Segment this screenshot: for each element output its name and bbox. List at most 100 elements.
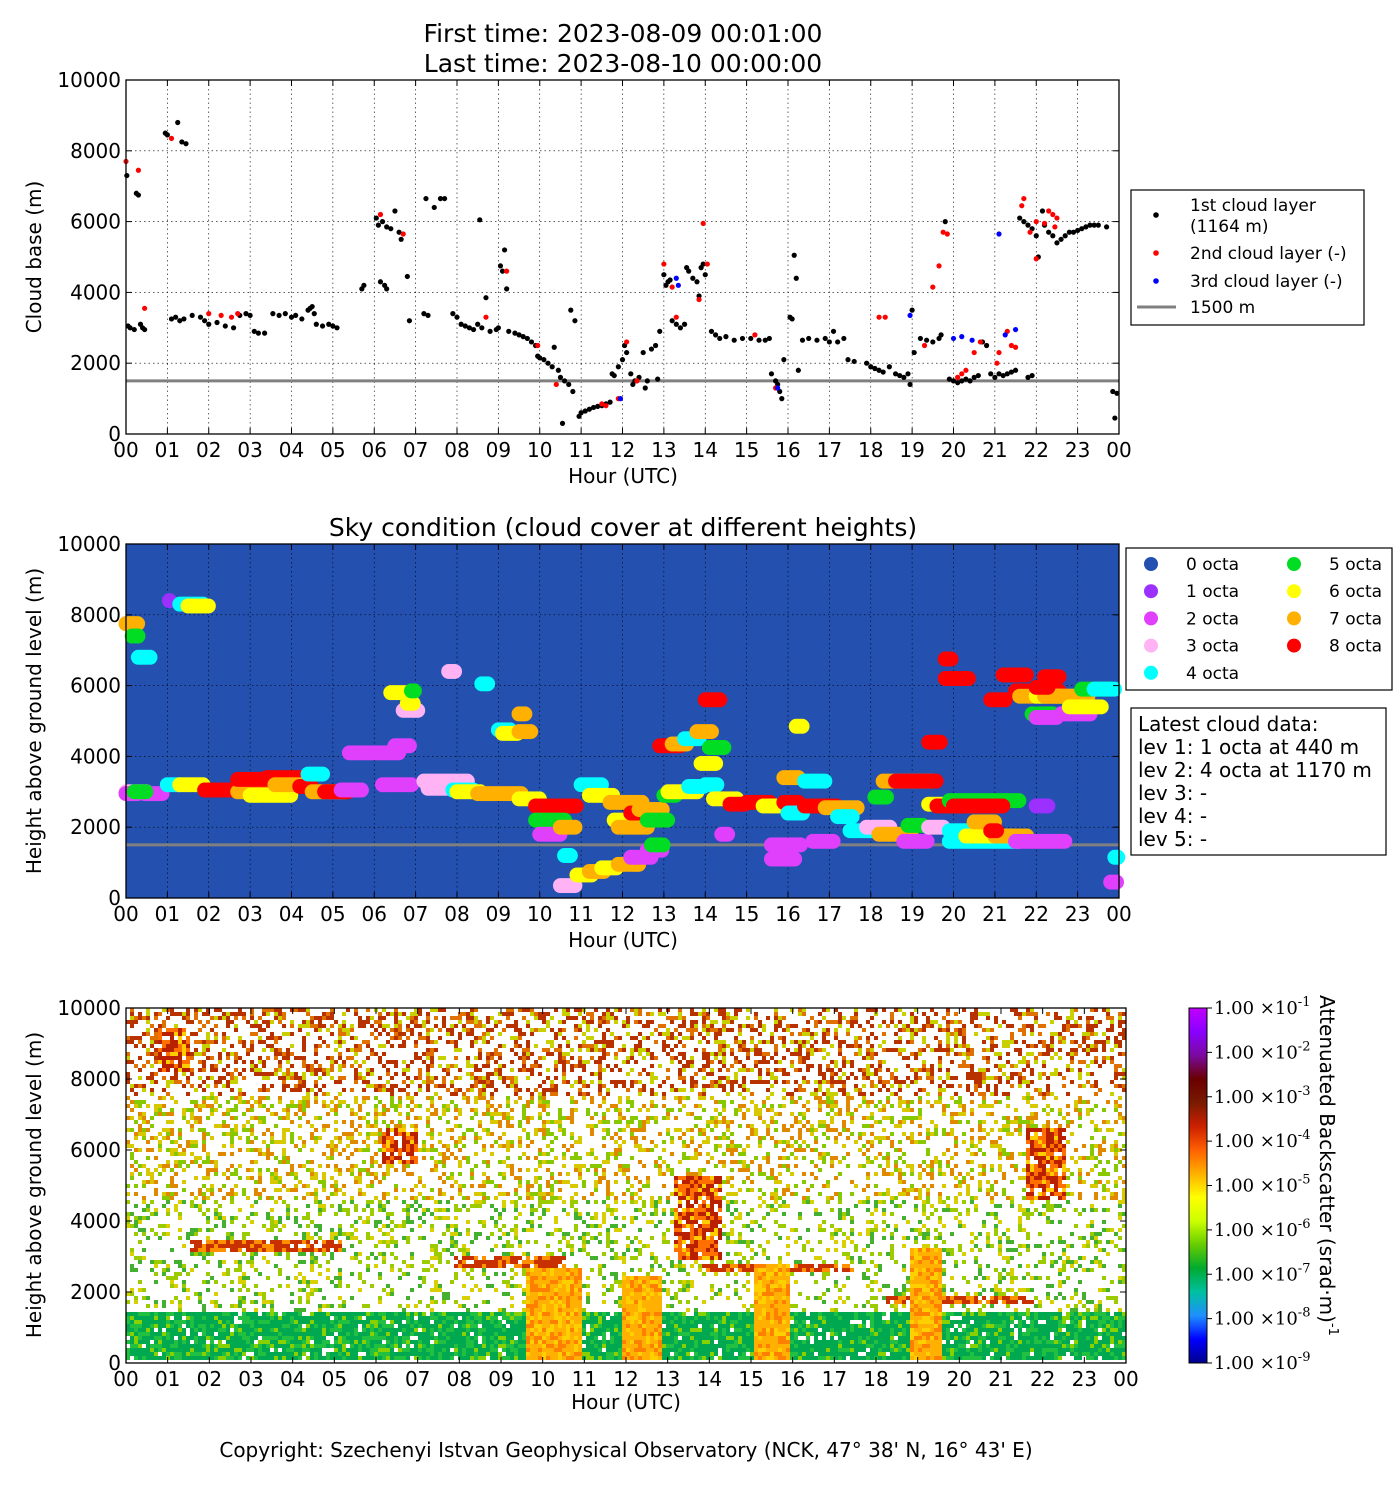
backscatter-cell <box>1058 1036 1062 1040</box>
backscatter-cell <box>518 1068 522 1072</box>
backscatter-cell <box>234 1052 238 1056</box>
backscatter-cell <box>382 1084 386 1088</box>
backscatter-cell <box>906 1108 910 1112</box>
backscatter-cell <box>338 1052 342 1056</box>
backscatter-cell <box>1042 1132 1046 1136</box>
backscatter-cell <box>230 1012 234 1016</box>
backscatter-cell <box>198 1104 202 1108</box>
backscatter-cell <box>802 1116 806 1120</box>
backscatter-cell <box>426 1076 430 1080</box>
backscatter-cell <box>446 1108 450 1112</box>
backscatter-cell <box>990 1092 994 1096</box>
backscatter-cell <box>262 1060 266 1064</box>
backscatter-cell <box>650 1076 654 1080</box>
second-layer-point <box>752 332 758 338</box>
backscatter-cell <box>434 1112 438 1116</box>
backscatter-cell <box>506 1084 510 1088</box>
backscatter-cell <box>918 1112 922 1116</box>
backscatter-cell <box>766 1096 770 1100</box>
backscatter-cell <box>162 1064 166 1068</box>
backscatter-cell <box>1050 1044 1054 1048</box>
backscatter-cell <box>942 1112 946 1116</box>
backscatter-cell <box>666 1036 670 1040</box>
backscatter-cell <box>1022 1080 1026 1084</box>
octa-legend-box <box>1125 547 1393 691</box>
backscatter-cell <box>426 1036 430 1040</box>
backscatter-cell <box>734 1076 738 1080</box>
backscatter-cell <box>398 1104 402 1108</box>
first-layer-point <box>334 325 340 331</box>
backscatter-cell <box>542 1028 546 1032</box>
backscatter-cell <box>838 1012 842 1016</box>
backscatter-cell <box>958 1096 962 1100</box>
backscatter-cell <box>406 1064 410 1068</box>
backscatter-cell <box>218 1124 222 1128</box>
first-layer-point <box>1012 367 1019 373</box>
backscatter-cell <box>218 1104 222 1108</box>
backscatter-cell <box>1106 1016 1110 1020</box>
backscatter-cell <box>1070 1052 1074 1056</box>
latest-cloud-data-box: Latest cloud data: lev 1: 1 octa at 440 … <box>1130 707 1387 856</box>
backscatter-cell <box>274 1068 278 1072</box>
first-layer-point <box>795 367 801 373</box>
backscatter-cell <box>350 1028 354 1032</box>
backscatter-cell <box>138 1128 142 1132</box>
backscatter-cell <box>358 1044 362 1048</box>
backscatter-cell <box>922 1040 926 1044</box>
first-layer-point <box>377 279 384 285</box>
backscatter-cell <box>1038 1052 1042 1056</box>
backscatter-cell <box>358 1072 362 1076</box>
backscatter-cell <box>450 1100 454 1104</box>
backscatter-cell <box>314 1072 318 1076</box>
backscatter-cell <box>678 1068 682 1072</box>
backscatter-cell <box>1018 1028 1022 1032</box>
backscatter-cell <box>182 1012 186 1016</box>
backscatter-cell <box>1110 1024 1114 1028</box>
octa-2-point <box>825 833 841 849</box>
first-layer-point <box>551 344 557 350</box>
backscatter-cell <box>746 1052 750 1056</box>
third-layer-point <box>950 335 957 342</box>
backscatter-cell <box>1074 1108 1078 1112</box>
backscatter-cell <box>798 1056 802 1060</box>
backscatter-cell <box>262 1040 266 1044</box>
backscatter-cell <box>234 1116 238 1120</box>
backscatter-cell <box>554 1008 558 1012</box>
backscatter-cell <box>554 1136 558 1140</box>
first-layer-point <box>586 406 593 412</box>
backscatter-cell <box>1026 1084 1030 1088</box>
second-layer-point <box>1012 344 1019 350</box>
backscatter-cell <box>726 1120 730 1124</box>
backscatter-cell <box>758 1020 762 1024</box>
backscatter-cell <box>682 1096 686 1100</box>
backscatter-cell <box>210 1092 214 1096</box>
legend-2nd-layer-marker <box>1153 250 1159 256</box>
backscatter-cell <box>406 1132 410 1136</box>
backscatter-cell <box>914 1056 918 1060</box>
backscatter-cell <box>162 1088 166 1092</box>
backscatter-cell <box>714 1124 718 1128</box>
backscatter-cell <box>486 1132 490 1136</box>
backscatter-cell <box>666 1044 670 1048</box>
backscatter-cell <box>1110 1056 1114 1060</box>
backscatter-cell <box>302 1044 306 1048</box>
backscatter-cell <box>514 1092 518 1096</box>
backscatter-cell <box>782 1016 786 1020</box>
backscatter-cell <box>530 1012 534 1016</box>
first-layer-point <box>406 318 413 324</box>
backscatter-cell <box>414 1012 418 1016</box>
backscatter-cell <box>342 1060 346 1064</box>
backscatter-cell <box>990 1112 994 1116</box>
backscatter-cell <box>642 1036 646 1040</box>
latest-cloud-lev5: lev 5: - <box>1138 827 1207 851</box>
backscatter-cell <box>562 1080 566 1084</box>
backscatter-cell <box>410 1136 414 1140</box>
backscatter-cell <box>350 1036 354 1040</box>
backscatter-cell <box>1066 1024 1070 1028</box>
backscatter-cell <box>406 1068 410 1072</box>
backscatter-cell <box>282 1024 286 1028</box>
backscatter-cell <box>730 1028 734 1032</box>
backscatter-cell <box>462 1132 466 1136</box>
backscatter-cell <box>638 1120 642 1124</box>
backscatter-cell <box>798 1052 802 1056</box>
